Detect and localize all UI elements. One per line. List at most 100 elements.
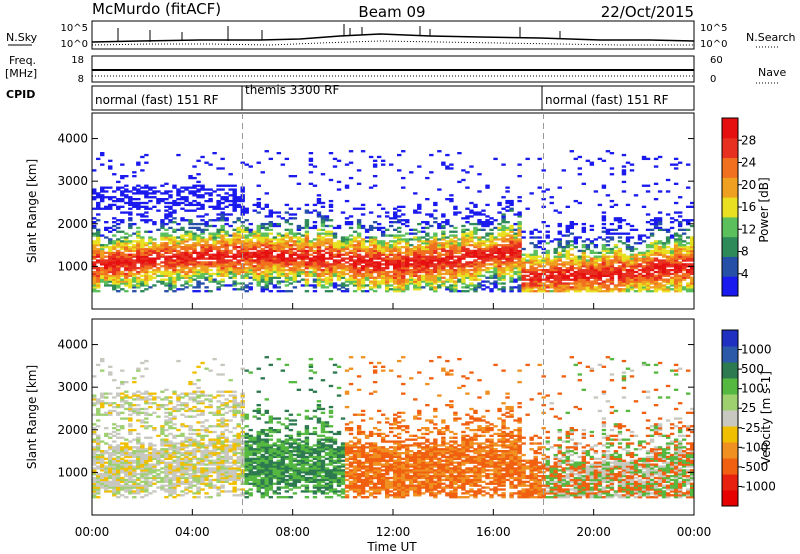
power-cell xyxy=(156,253,161,256)
power-cell xyxy=(517,265,522,268)
power-cell xyxy=(629,228,635,231)
power-cell xyxy=(585,282,591,285)
power-cell xyxy=(469,261,474,264)
power-cell xyxy=(589,286,595,289)
velocity-cell xyxy=(124,480,129,484)
power-cell xyxy=(196,286,201,289)
power-cell xyxy=(224,268,229,272)
power-cell xyxy=(429,259,434,262)
power-cell xyxy=(128,222,133,226)
power-cell xyxy=(344,217,350,220)
power-cell xyxy=(469,288,474,291)
velocity-cell xyxy=(144,488,149,491)
power-cell xyxy=(545,278,550,281)
power-cell xyxy=(653,280,659,283)
velocity-cell xyxy=(132,484,137,487)
power-cell xyxy=(236,249,241,253)
power-cell xyxy=(296,267,302,270)
power-cell xyxy=(661,251,667,255)
power-cell xyxy=(116,207,121,210)
power-cell xyxy=(397,226,402,230)
power-cell xyxy=(533,251,538,255)
power-cell xyxy=(617,253,623,256)
power-cell xyxy=(657,270,663,274)
power-cell xyxy=(589,274,595,278)
power-cell xyxy=(136,257,141,260)
power-cell xyxy=(348,276,354,279)
power-cell xyxy=(413,284,418,287)
power-cell xyxy=(152,222,157,226)
power-cell xyxy=(316,236,322,239)
power-cell xyxy=(116,255,121,258)
power-cell xyxy=(376,255,382,258)
power-cell xyxy=(469,201,474,205)
power-cell xyxy=(581,268,587,272)
power-cell xyxy=(92,242,97,245)
power-cell xyxy=(641,255,647,258)
power-cell xyxy=(589,249,595,253)
power-cell xyxy=(597,290,603,293)
power-cell xyxy=(388,163,394,166)
power-cell xyxy=(180,267,185,270)
power-cell xyxy=(521,265,526,268)
power-cell xyxy=(485,238,490,241)
power-cell xyxy=(509,209,514,212)
power-cell xyxy=(645,280,651,283)
power-cell xyxy=(268,238,273,241)
power-cell xyxy=(256,245,261,249)
power-cell xyxy=(348,255,354,258)
power-cell xyxy=(188,226,193,230)
power-cell xyxy=(541,221,546,224)
power-cell xyxy=(308,245,314,249)
power-cell xyxy=(316,242,322,245)
power-cell xyxy=(324,278,330,281)
power-cell xyxy=(208,198,213,201)
power-cell xyxy=(685,288,691,291)
power-cell xyxy=(236,199,241,203)
power-cell xyxy=(465,171,470,174)
power-cell xyxy=(160,242,165,245)
power-cell xyxy=(164,290,169,293)
power-cell xyxy=(380,249,386,253)
power-cell xyxy=(264,265,269,268)
power-cell xyxy=(204,221,209,224)
power-cell xyxy=(236,217,241,220)
power-cell xyxy=(549,201,554,205)
power-cell xyxy=(300,255,306,258)
power-cell xyxy=(661,284,667,287)
power-cell xyxy=(417,238,422,241)
power-cell xyxy=(144,161,149,164)
power-cell xyxy=(264,240,269,243)
power-cell xyxy=(372,257,378,260)
velocity-cell xyxy=(92,484,97,487)
power-cell xyxy=(196,255,201,258)
power-cell xyxy=(104,274,109,278)
velocity-cell xyxy=(104,451,109,455)
power-cell xyxy=(493,245,498,249)
power-cell xyxy=(380,242,386,245)
power-cell xyxy=(248,228,253,231)
power-cell xyxy=(260,286,265,289)
power-cell xyxy=(112,282,117,285)
power-cell xyxy=(453,272,458,276)
power-cell xyxy=(156,244,161,247)
power-cell xyxy=(533,272,538,276)
power-cell xyxy=(417,251,422,255)
power-cell xyxy=(276,244,282,247)
power-cell xyxy=(429,244,434,247)
power-cell xyxy=(597,265,603,268)
power-cell xyxy=(501,288,506,291)
power-cell xyxy=(280,163,286,166)
power-cell xyxy=(388,288,394,291)
power-cell xyxy=(184,263,189,266)
power-cell xyxy=(180,251,185,255)
power-cell xyxy=(625,263,631,266)
power-cell xyxy=(188,280,193,283)
power-cell xyxy=(104,228,109,231)
power-cell xyxy=(240,259,245,262)
power-cell xyxy=(384,261,390,264)
power-cell xyxy=(533,253,538,256)
velocity-cell xyxy=(96,465,101,468)
power-cell xyxy=(569,257,574,260)
power-cell xyxy=(300,261,306,264)
